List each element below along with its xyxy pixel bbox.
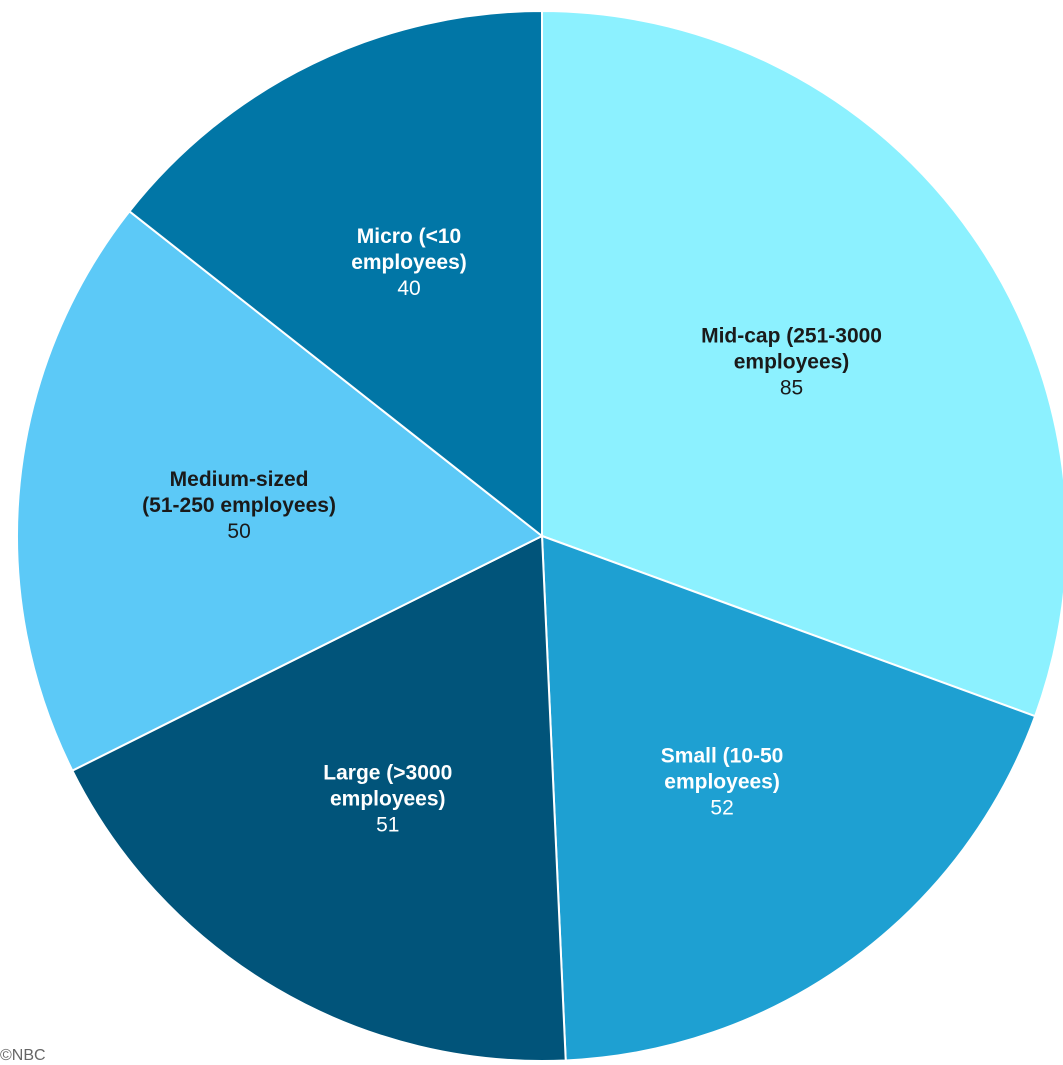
slice-label-4: Micro (<10 employees) 40 — [351, 225, 467, 300]
slice-label-line: Mid-cap (251-3000 — [701, 325, 882, 348]
slice-value: 40 — [397, 277, 420, 300]
pie-slice-0 — [541, 9, 1063, 718]
slices-layer — [16, 9, 1063, 1062]
pie-slice-1 — [540, 534, 1037, 1062]
slice-value: 51 — [376, 814, 399, 837]
slice-label-line: (51-250 employees) — [142, 494, 336, 517]
slice-value: 52 — [710, 797, 733, 820]
slice-label-line: Micro (<10 — [357, 225, 461, 248]
slice-label-line: employees) — [351, 251, 467, 274]
slice-value: 85 — [780, 377, 803, 400]
slice-label-line: employees) — [664, 771, 780, 794]
pie-slice-3 — [16, 209, 544, 772]
slice-label-line: Medium-sized — [170, 468, 309, 491]
slice-label-2: Large (>3000 employees) 51 — [323, 762, 452, 837]
slice-label-line: Small (10-50 — [661, 745, 784, 768]
slice-label-3: Medium-sized (51-250 employees) 50 — [142, 468, 336, 543]
pie-slice-2 — [71, 534, 567, 1062]
slice-label-line: employees) — [330, 788, 446, 811]
slice-label-0: Mid-cap (251-3000 employees) 85 — [701, 325, 882, 400]
labels-layer: Mid-cap (251-3000 employees) 85 Small (10-5… — [142, 225, 882, 836]
source-note: ©NBC — [0, 1047, 46, 1064]
pie-slice-4 — [128, 9, 543, 539]
slice-label-line: Large (>3000 — [323, 762, 452, 785]
slice-value: 50 — [227, 520, 250, 543]
slice-label-line: employees) — [734, 351, 850, 374]
slice-label-1: Small (10-50 employees) 52 — [661, 745, 784, 820]
